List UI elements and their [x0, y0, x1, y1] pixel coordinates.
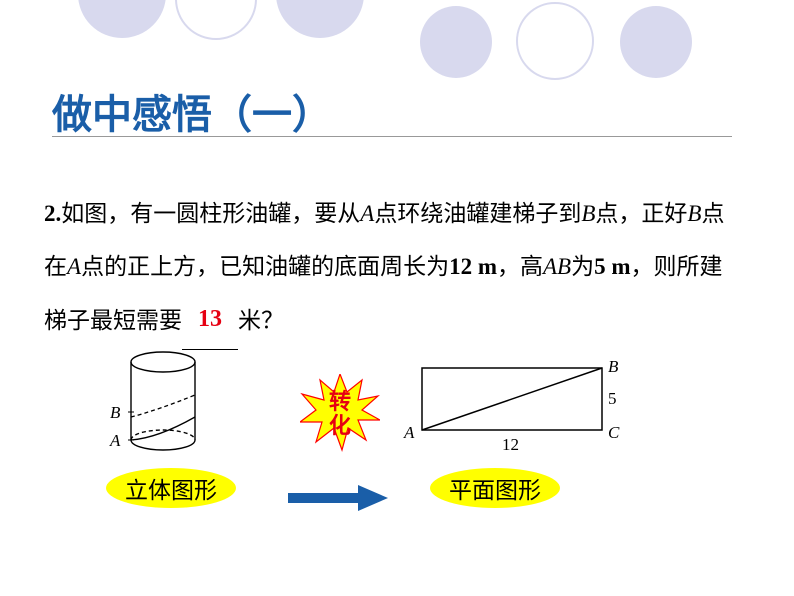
- burst-badge: 转化: [300, 374, 380, 454]
- arrow-icon: [288, 485, 388, 511]
- page-title: 做中感悟（一）: [52, 82, 332, 140]
- svg-text:A: A: [109, 431, 121, 450]
- problem-text: 2.如图，有一圆柱形油罐，要从A点环绕油罐建梯子到B点，正好B点在A点的正上方，…: [44, 188, 744, 350]
- diagram-area: B A 转化 A B C 5 12 立体图形 平面图形: [80, 350, 720, 550]
- oval-label-3d: 立体图形: [106, 468, 236, 508]
- answer-blank: 13: [182, 294, 238, 350]
- svg-text:B: B: [608, 360, 619, 376]
- rectangle-diagram: A B C 5 12: [402, 360, 642, 460]
- cylinder-diagram: B A: [98, 350, 218, 460]
- svg-text:B: B: [110, 403, 121, 422]
- svg-text:C: C: [608, 423, 620, 442]
- burst-label: 转化: [329, 390, 351, 438]
- answer-value: 13: [198, 306, 222, 332]
- title-underline: [52, 136, 732, 137]
- svg-text:5: 5: [608, 389, 617, 408]
- svg-text:12: 12: [502, 435, 519, 454]
- oval-label-2d: 平面图形: [430, 468, 560, 508]
- problem-number: 2.: [44, 201, 61, 226]
- svg-text:A: A: [403, 423, 415, 442]
